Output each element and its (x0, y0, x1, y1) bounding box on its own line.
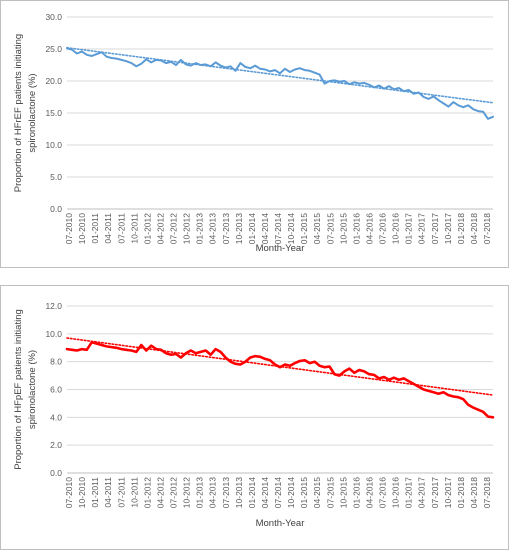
chart-hfref: 0.0 5.0 10.0 15.0 20.0 25.0 30.0 07-2010 10-2010… (13, 12, 494, 254)
x-tick-label: 10-2016 (391, 477, 401, 508)
x-tick-label: 01-2014 (247, 213, 257, 244)
x-tick-label: 01-2015 (299, 477, 309, 508)
x-tick-label: 10-2013 (234, 213, 244, 244)
x-axis-title: Month-Year (256, 518, 305, 529)
x-tick-label: 07-2010 (64, 213, 74, 244)
x-tick-label: 07-2012 (169, 477, 179, 508)
x-tick-label: 07-2016 (378, 477, 388, 508)
x-tick-label: 10-2012 (182, 477, 192, 508)
x-tick-label: 01-2015 (299, 213, 309, 244)
trendline (66, 46, 494, 104)
y-tick-label: 5.0 (50, 172, 62, 182)
x-tick-label: 10-2017 (443, 477, 453, 508)
x-tick-label: 01-2012 (142, 213, 152, 244)
x-tick-label: 01-2017 (404, 477, 414, 508)
x-tick-label: 10-2014 (286, 477, 296, 508)
x-tick-label: 01-2012 (142, 477, 152, 508)
data-series-line (65, 340, 495, 419)
x-tick-label: 10-2011 (129, 477, 139, 508)
y-tick-label: 2.0 (50, 440, 62, 450)
x-tick-label: 07-2011 (116, 213, 126, 244)
x-tick-label: 10-2011 (129, 213, 139, 244)
x-tick-label: 07-2010 (64, 477, 74, 508)
x-tick-label: 04-2014 (260, 213, 270, 244)
x-tick-label: 01-2017 (404, 213, 414, 244)
x-tick-label: 10-2014 (286, 213, 296, 244)
x-tick-label: 04-2011 (103, 477, 113, 508)
y-tick-label: 25.0 (45, 44, 62, 54)
y-tick-label: 15.0 (45, 108, 62, 118)
x-tick-label: 04-2012 (155, 213, 165, 244)
x-tick-label: 10-2016 (391, 213, 401, 244)
x-tick-label: 10-2012 (182, 213, 192, 244)
y-axis-title: Proportion of HFpEF patients initiating (13, 309, 24, 470)
x-tick-label: 01-2016 (351, 477, 361, 508)
x-tick-label: 04-2016 (364, 477, 374, 508)
y-axis-title: spironolactone (%) (27, 350, 38, 429)
y-tick-label: 30.0 (45, 12, 62, 22)
y-tick-label: 6.0 (50, 385, 62, 395)
y-tick-label: 20.0 (45, 76, 62, 86)
x-tick-label: 10-2015 (338, 213, 348, 244)
x-tick-label: 04-2012 (155, 477, 165, 508)
chart-panel-hfref: 0.0 5.0 10.0 15.0 20.0 25.0 30.0 07-2010 10-2010… (0, 0, 509, 268)
y-tick-label: 10.0 (45, 140, 62, 150)
y-tick-label: 4.0 (50, 412, 62, 422)
y-tick-label: 0.0 (50, 468, 62, 478)
y-tick-label: 0.0 (50, 204, 62, 214)
x-tick-label: 01-2016 (351, 213, 361, 244)
x-tick-label: 04-2011 (103, 213, 113, 244)
chart-hfpef: 0.02.04.06.08.010.012.007-2010 10-2010 01-… (13, 301, 495, 529)
x-tick-label: 07-2013 (221, 477, 231, 508)
x-tick-label: 07-2013 (221, 213, 231, 244)
x-tick-label: 07-2018 (482, 213, 492, 244)
x-tick-label: 07-2018 (482, 477, 492, 508)
x-tick-label: 01-2013 (195, 213, 205, 244)
x-tick-label: 10-2013 (234, 477, 244, 508)
x-tick-label: 01-2013 (195, 477, 205, 508)
y-axis-title: spironolactone (%) (27, 73, 38, 152)
x-tick-label: 04-2017 (417, 477, 427, 508)
x-tick-label: 07-2011 (116, 477, 126, 508)
y-tick-label: 8.0 (50, 357, 62, 367)
x-tick-label: 01-2011 (90, 477, 100, 508)
x-tick-label: 04-2017 (417, 213, 427, 244)
x-tick-label: 01-2018 (456, 213, 466, 244)
x-tick-label: 04-2016 (364, 213, 374, 244)
x-tick-label: 04-2013 (208, 213, 218, 244)
x-tick-label: 07-2017 (430, 213, 440, 244)
x-tick-label: 01-2011 (90, 213, 100, 244)
x-tick-label: 04-2018 (469, 213, 479, 244)
x-tick-label: 10-2015 (338, 477, 348, 508)
chart-panel-hfpef: 0.0 2.0 4.0 6.0 8.0 10.0 12.0 07-2010 10-2010 01-… (0, 285, 509, 550)
x-tick-label: 01-2014 (247, 477, 257, 508)
data-series-line (66, 47, 494, 120)
x-tick-label: 07-2014 (273, 477, 283, 508)
x-tick-label: 04-2015 (312, 213, 322, 244)
x-tick-label: 07-2015 (325, 477, 335, 508)
x-tick-label: 07-2012 (169, 213, 179, 244)
x-tick-label: 04-2013 (208, 477, 218, 508)
x-tick-label: 01-2018 (456, 477, 466, 508)
x-tick-label: 07-2015 (325, 213, 335, 244)
x-tick-label: 10-2017 (443, 213, 453, 244)
x-tick-label: 04-2014 (260, 477, 270, 508)
x-tick-label: 04-2018 (469, 477, 479, 508)
y-tick-label: 10.0 (45, 329, 62, 339)
x-tick-label: 07-2016 (378, 213, 388, 244)
y-tick-label: 12.0 (45, 301, 62, 311)
x-axis-title: Month-Year (256, 243, 305, 254)
trendline (66, 337, 494, 396)
x-tick-label: 07-2014 (273, 213, 283, 244)
x-tick-label: 04-2015 (312, 477, 322, 508)
x-tick-label: 07-2017 (430, 477, 440, 508)
x-tick-label: 10-2010 (77, 213, 87, 244)
x-tick-label: 10-2010 (77, 477, 87, 508)
y-axis-title: Proportion of HFrEF patients initiating (13, 34, 24, 192)
